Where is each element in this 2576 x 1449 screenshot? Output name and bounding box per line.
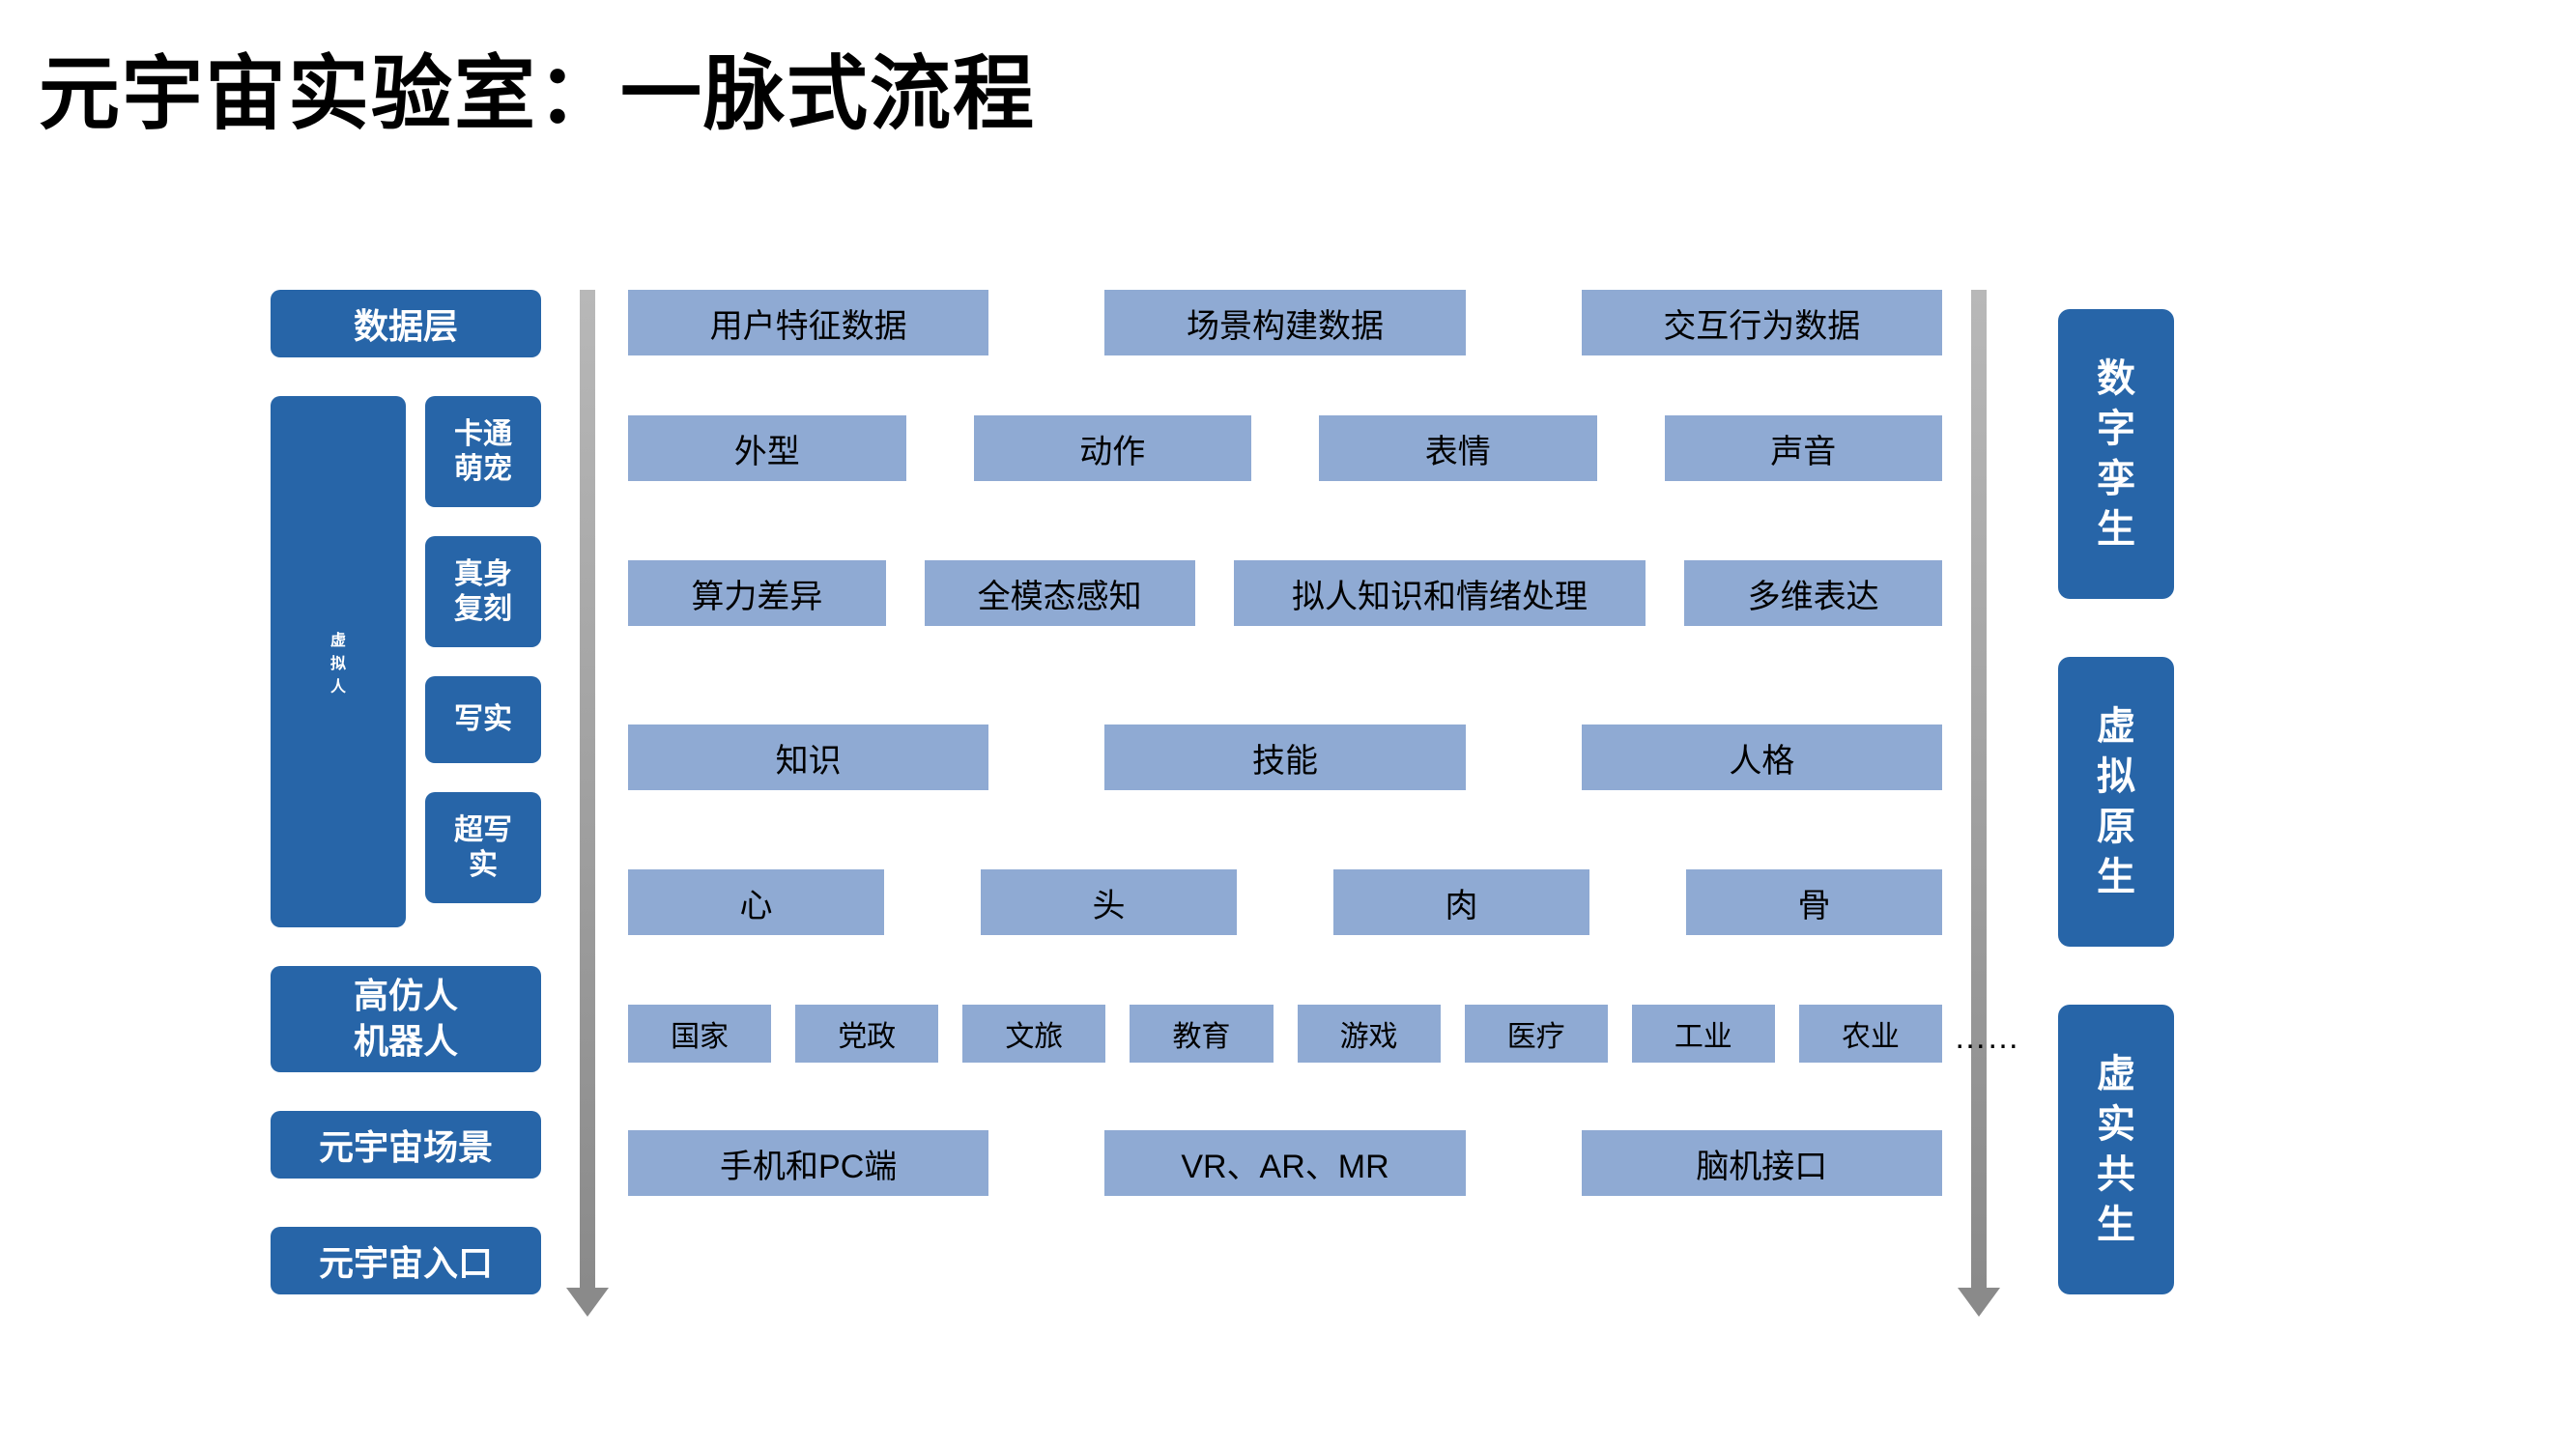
grid-cell: 拟人知识和情绪处理 (1234, 560, 1646, 626)
vp-subtype-3-label: 超写实 (454, 813, 512, 883)
grid-cell: 肉 (1333, 869, 1589, 935)
grid-cell: 场景构建数据 (1104, 290, 1465, 355)
outcome-label: 虚实共生 (2097, 1049, 2135, 1250)
vp-subtype-3: 超写实 (425, 792, 541, 903)
vp-subtype-1-label: 真身复刻 (454, 557, 512, 627)
grid-cell: 脑机接口 (1582, 1130, 1942, 1196)
vp-subtype-0-label: 卡通萌宠 (454, 417, 512, 487)
grid-cell: 动作 (974, 415, 1252, 481)
outcome-label: 数字孪生 (2097, 354, 2135, 554)
vp-char-1: 虚 (330, 627, 346, 650)
flow-arrow-left (580, 290, 595, 1290)
scene-ellipsis: …… (1954, 1019, 2019, 1057)
grid-cell: 党政 (795, 1005, 938, 1063)
grid-cell: 全模态感知 (925, 560, 1195, 626)
grid-row-6: 手机和PC端 VR、AR、MR 脑机接口 (628, 1130, 1942, 1196)
grid-cell: 骨 (1686, 869, 1942, 935)
grid-cell: 文旅 (962, 1005, 1105, 1063)
grid-cell: 工业 (1632, 1005, 1775, 1063)
layer-scene: 元宇宙场景 (271, 1111, 541, 1179)
vp-char-2: 拟 (330, 650, 346, 673)
outcome-box-1: 虚拟原生 (2058, 657, 2174, 947)
layer-virtual-person: 虚 拟 人 (271, 396, 406, 927)
grid-cell: 游戏 (1298, 1005, 1441, 1063)
grid-cell: 外型 (628, 415, 906, 481)
grid-row-2: 算力差异全模态感知拟人知识和情绪处理多维表达 (628, 560, 1942, 626)
grid-cell: 心 (628, 869, 884, 935)
grid-cell: 医疗 (1465, 1005, 1608, 1063)
outcome-label: 虚拟原生 (2097, 701, 2135, 902)
layer-robot-line1: 高仿人 (354, 974, 458, 1019)
outcome-box-0: 数字孪生 (2058, 309, 2174, 599)
layer-robot-label: 高仿人 机器人 (354, 974, 458, 1065)
grid-row-4: 心头肉骨 (628, 869, 1942, 935)
grid-cell: 国家 (628, 1005, 771, 1063)
grid-cell: 表情 (1319, 415, 1597, 481)
vp-subtype-2-label: 写实 (454, 702, 512, 737)
flow-arrow-right (1971, 290, 1987, 1290)
layer-robot-line2: 机器人 (354, 1019, 458, 1065)
grid-cell: 声音 (1665, 415, 1943, 481)
vp-char-3: 人 (330, 673, 346, 696)
grid-cell: 算力差异 (628, 560, 886, 626)
grid-row-5: 国家党政文旅教育游戏医疗工业农业 (628, 1005, 1942, 1063)
diagram-container: 数据层 虚 拟 人 卡通萌宠 真身复刻 写实 超写实 高仿人 机器人 元宇宙场景… (271, 290, 2319, 1381)
layer-virtual-person-label: 虚 拟 人 (330, 396, 346, 927)
page-title: 元宇宙实验室：一脉式流程 (39, 29, 1036, 146)
grid-row-0: 用户特征数据 场景构建数据 交互行为数据 (628, 290, 1942, 355)
grid-cell: 手机和PC端 (628, 1130, 988, 1196)
grid-cell: 交互行为数据 (1582, 290, 1942, 355)
grid-row-1: 外型 动作 表情 声音 (628, 415, 1942, 481)
grid-cell: 多维表达 (1684, 560, 1942, 626)
grid-cell: VR、AR、MR (1104, 1130, 1465, 1196)
grid-cell: 技能 (1104, 724, 1465, 790)
vp-subtype-2: 写实 (425, 676, 541, 763)
grid-cell: 用户特征数据 (628, 290, 988, 355)
outcome-box-2: 虚实共生 (2058, 1005, 2174, 1294)
grid-cell: 头 (981, 869, 1237, 935)
vp-subtype-0: 卡通萌宠 (425, 396, 541, 507)
grid-cell: 农业 (1799, 1005, 1942, 1063)
layer-robot: 高仿人 机器人 (271, 966, 541, 1072)
grid-cell: 知识 (628, 724, 988, 790)
grid-cell: 教育 (1130, 1005, 1273, 1063)
layer-data: 数据层 (271, 290, 541, 357)
grid-row-3: 知识 技能 人格 (628, 724, 1942, 790)
grid-cell: 人格 (1582, 724, 1942, 790)
layer-entry: 元宇宙入口 (271, 1227, 541, 1294)
vp-subtype-1: 真身复刻 (425, 536, 541, 647)
